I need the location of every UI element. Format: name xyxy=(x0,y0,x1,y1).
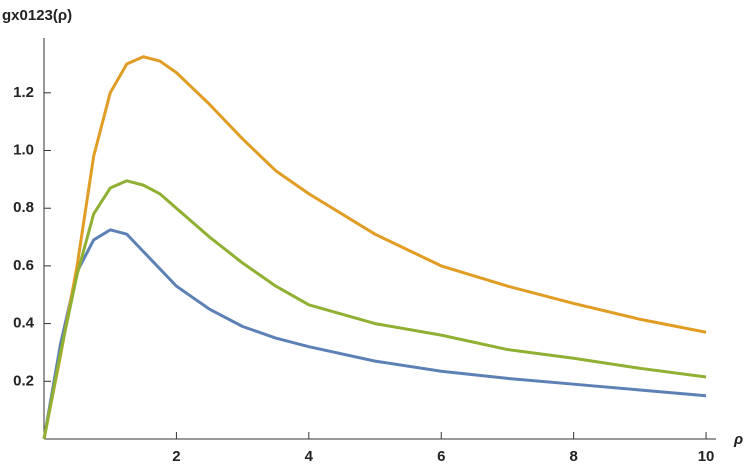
series-line xyxy=(42,228,707,440)
x-axis-label: ρ xyxy=(733,431,743,448)
x-tick-label: 6 xyxy=(437,448,445,465)
x-tick-label: 8 xyxy=(569,448,577,465)
series-line xyxy=(42,179,707,440)
y-tick-label: 1.2 xyxy=(13,84,34,101)
x-tick-label: 4 xyxy=(305,448,314,465)
x-tick-label: 2 xyxy=(172,448,180,465)
series-line xyxy=(42,55,707,440)
x-tick-label: 10 xyxy=(698,448,715,465)
y-tick-label: 0.6 xyxy=(13,257,34,274)
y-tick-label: 1.0 xyxy=(13,141,34,158)
y-tick-label: 0.2 xyxy=(13,372,34,389)
y-tick-label: 0.8 xyxy=(13,199,34,216)
y-axis-label: gx0123(ρ) xyxy=(2,7,72,24)
y-tick-label: 0.4 xyxy=(13,315,35,332)
